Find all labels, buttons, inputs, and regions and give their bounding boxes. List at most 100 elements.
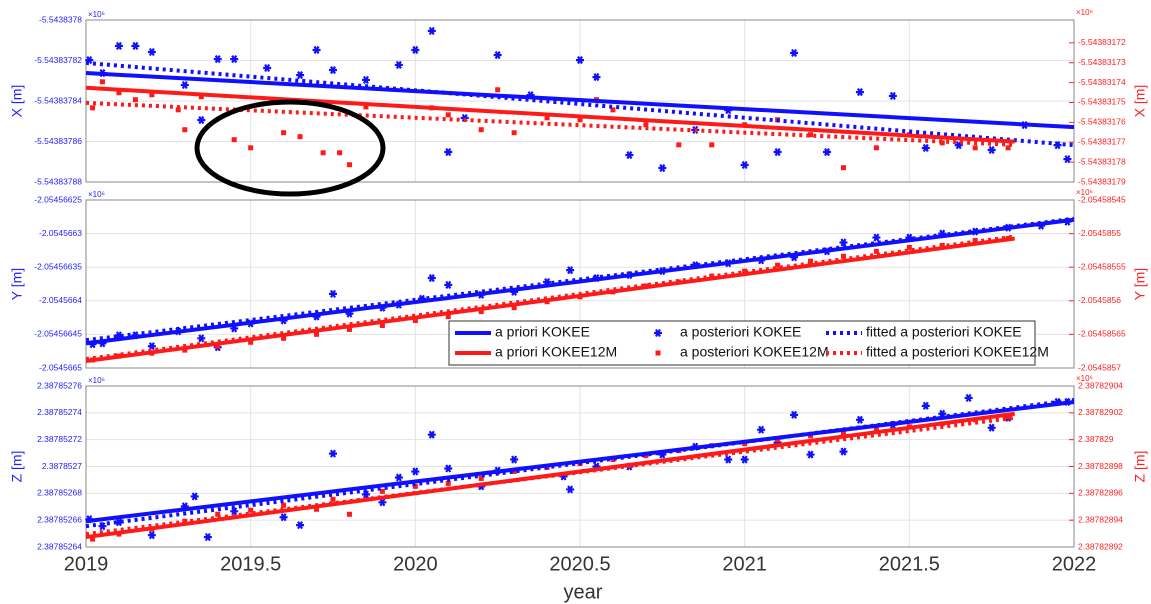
y-tick-label: -5.5438378 xyxy=(39,14,82,24)
y-axis-label: Y [m] xyxy=(9,268,25,300)
marker-asterisk xyxy=(312,45,321,55)
marker-asterisk xyxy=(279,513,288,522)
marker-asterisk xyxy=(855,88,864,97)
marker-square xyxy=(297,134,303,140)
marker-asterisk xyxy=(658,163,667,173)
y-tick-label: 2.3878527 xyxy=(42,461,82,471)
marker-asterisk xyxy=(444,147,453,157)
marker-asterisk xyxy=(147,531,156,540)
marker-square xyxy=(281,502,287,508)
y-tick-label: 2.38785274 xyxy=(37,407,82,417)
marker-square xyxy=(577,117,583,123)
y2-tick-label: -2.0545856 xyxy=(1078,295,1121,305)
marker-asterisk xyxy=(566,485,575,494)
x-tick-label: 2020 xyxy=(393,553,438,575)
y2-axis-label: Z [m] xyxy=(1132,451,1148,483)
marker-asterisk xyxy=(444,464,453,473)
marker-square xyxy=(314,506,320,512)
marker-asterisk xyxy=(147,47,156,57)
y-exponent: ×10⁶ xyxy=(88,10,105,19)
fitted-line xyxy=(85,415,1015,537)
marker-asterisk xyxy=(493,50,502,60)
marker-square xyxy=(808,132,814,138)
y2-tick-label: -2.05458555 xyxy=(1078,261,1126,271)
marker-square xyxy=(314,331,320,337)
y2-tick-label: -5.54383172 xyxy=(1078,37,1126,47)
marker-asterisk xyxy=(213,55,222,64)
x-tick-label: 2021 xyxy=(722,553,767,575)
plot-layer: -5.5438378 -5.54383782 -5.54383784 -5.54383… xyxy=(9,8,1148,603)
x-tick-label: 2020.5 xyxy=(549,553,610,575)
marker-asterisk xyxy=(740,455,749,464)
legend-label: a priori KOKEE12M xyxy=(495,344,617,360)
marker-asterisk xyxy=(444,280,453,289)
marker-square xyxy=(775,262,781,268)
marker-square xyxy=(445,112,451,118)
marker-square xyxy=(90,105,96,111)
x-tick-label: 2021.5 xyxy=(879,553,940,575)
marker-asterisk xyxy=(740,160,749,170)
marker-square xyxy=(281,130,287,136)
marker-square xyxy=(379,322,385,328)
marker-square xyxy=(379,488,385,494)
marker-asterisk xyxy=(190,492,199,501)
marker-asterisk xyxy=(888,91,897,100)
a-priori-line xyxy=(85,71,1075,130)
y-tick-label: -2.05456635 xyxy=(34,261,82,271)
marker-square xyxy=(248,145,254,151)
y2-tick-label: 2.38782898 xyxy=(1078,461,1123,471)
marker-square xyxy=(412,317,418,323)
marker-square xyxy=(1005,414,1011,420)
marker-asterisk xyxy=(839,238,848,247)
marker-asterisk xyxy=(592,73,601,82)
y2-tick-label: 2.38782892 xyxy=(1078,541,1123,551)
y-tick-label: 2.38785266 xyxy=(37,514,82,524)
marker-square xyxy=(873,427,879,433)
marker-square xyxy=(116,90,122,96)
y2-tick-label: 2.38782896 xyxy=(1078,488,1123,498)
fitted-line xyxy=(85,397,1075,529)
y-tick-label: -2.05456625 xyxy=(34,194,82,204)
marker-square xyxy=(610,107,616,113)
marker-asterisk xyxy=(114,41,123,50)
x-tick-label: 2022 xyxy=(1052,553,1097,575)
marker-square xyxy=(182,347,188,353)
y-exponent: ×10⁶ xyxy=(88,376,105,385)
marker-square xyxy=(495,87,501,93)
marker-asterisk xyxy=(1063,155,1072,164)
plot-frame xyxy=(85,385,1075,548)
y2-tick-label: -2.0545857 xyxy=(1078,362,1121,372)
y-exponent: ×10⁶ xyxy=(88,190,105,199)
marker-square xyxy=(231,137,237,143)
marker-square xyxy=(742,268,748,274)
marker-square xyxy=(939,140,945,146)
fitted-line xyxy=(85,216,1075,343)
marker-square xyxy=(478,127,484,133)
a-priori-line xyxy=(85,85,1015,144)
marker-asterisk xyxy=(394,473,403,482)
marker-asterisk xyxy=(197,115,206,125)
y2-tick-label: -5.54383176 xyxy=(1078,117,1126,127)
marker-asterisk xyxy=(576,56,584,65)
y2-tick-label: -5.54383178 xyxy=(1078,156,1126,166)
x-tick-label: 2019 xyxy=(64,553,109,575)
x-axis-label: year xyxy=(564,581,603,603)
marker-square xyxy=(99,79,105,85)
marker-square xyxy=(643,122,649,128)
marker-asterisk xyxy=(427,26,436,35)
marker-square xyxy=(149,92,155,98)
marker-asterisk xyxy=(855,415,864,424)
marker-asterisk xyxy=(361,75,370,84)
marker-asterisk xyxy=(411,467,420,476)
y2-tick-label: -2.05458545 xyxy=(1078,194,1126,204)
y2-exponent: ×10⁶ xyxy=(1076,8,1093,17)
marker-asterisk xyxy=(724,455,733,464)
fitted-line xyxy=(85,60,1075,148)
marker-square xyxy=(676,142,682,148)
marker-square xyxy=(873,248,879,254)
marker-asterisk xyxy=(263,63,272,73)
marker-asterisk xyxy=(921,401,930,410)
marker-asterisk xyxy=(510,455,519,464)
marker-asterisk xyxy=(964,393,973,402)
